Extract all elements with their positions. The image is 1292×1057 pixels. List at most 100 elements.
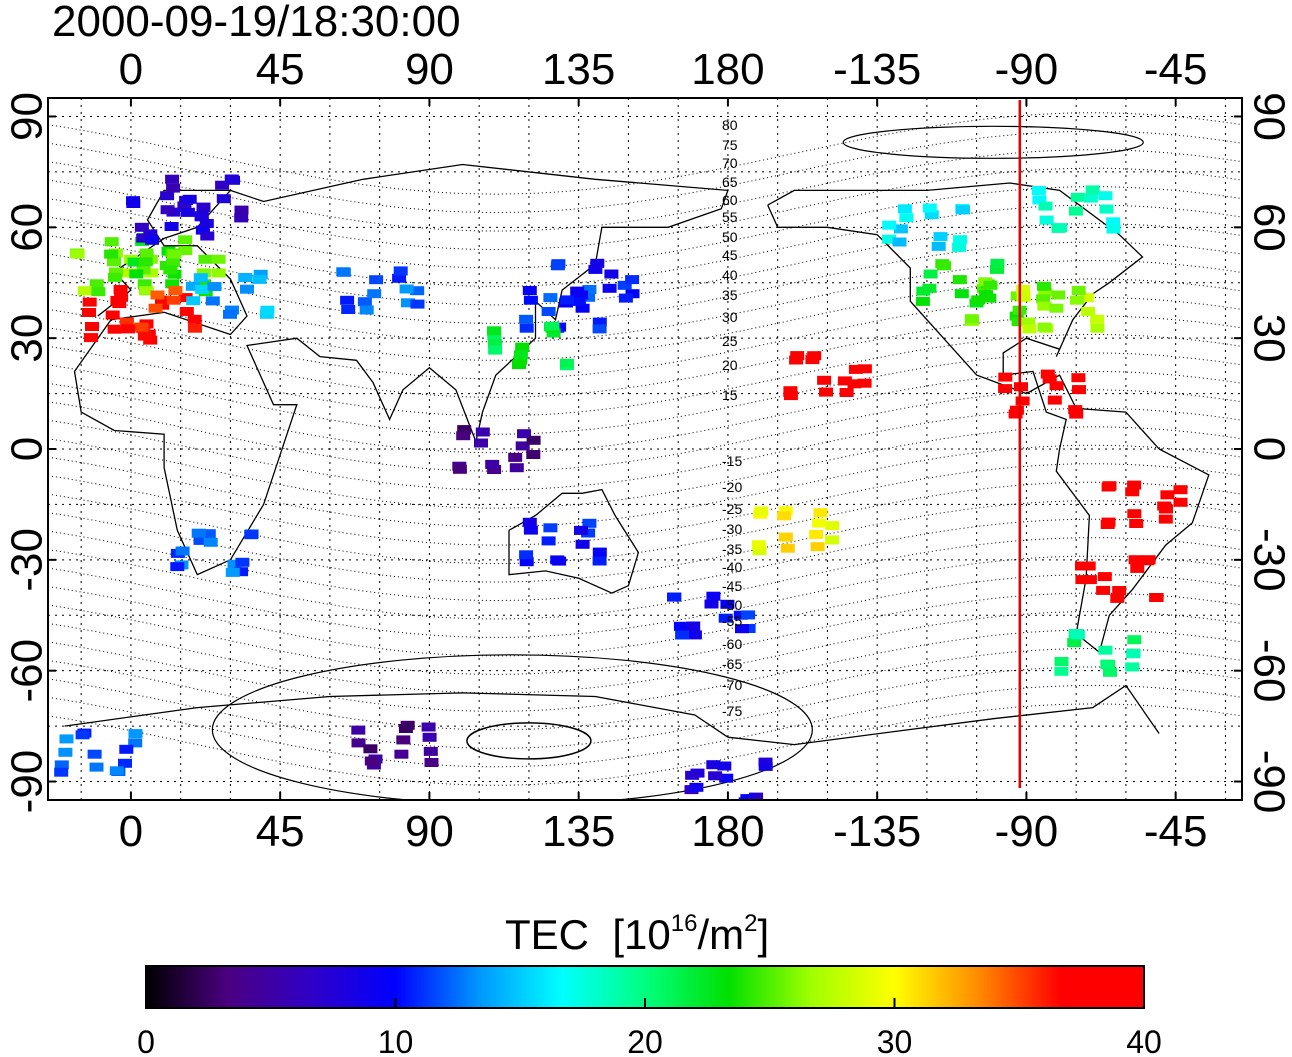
lat-tick-label-right: 30 (1244, 314, 1292, 363)
tec-cell (1090, 314, 1105, 324)
tec-cell (1036, 294, 1051, 304)
contour-label: -30 (722, 521, 742, 537)
tec-cell (179, 307, 194, 316)
tec-cell (741, 610, 756, 620)
tec-cell (813, 508, 828, 518)
tec-cell (137, 331, 152, 341)
map-title: 2000-09-19/18:30:00 (52, 0, 461, 46)
tec-cell (592, 317, 607, 327)
tec-cell (108, 272, 122, 282)
tec-cell (166, 183, 181, 193)
tec-cell (215, 180, 230, 190)
tec-cell (1068, 405, 1083, 415)
tec-cell (89, 762, 104, 772)
lon-tick-label-top: 0 (119, 45, 143, 94)
tec-cell (982, 293, 997, 303)
tec-cell (336, 267, 351, 277)
tec-cell (604, 269, 619, 279)
colorbar: 0 10 20 30 40 (137, 965, 1162, 1057)
lon-tick-label-top: 135 (542, 45, 615, 94)
tec-cell (351, 725, 366, 735)
tec-cell (363, 744, 378, 754)
tec-cell (817, 375, 832, 385)
tec-cell (137, 279, 152, 289)
tec-cell (139, 248, 154, 258)
tec-cell (708, 771, 723, 781)
tec-cell (922, 283, 937, 293)
tec-cell (523, 525, 538, 535)
tec-cell (673, 621, 688, 631)
tec-cell (523, 295, 538, 305)
tec-cell (667, 592, 681, 602)
tec-cell (857, 378, 872, 388)
lat-tick-label-right: -90 (1244, 750, 1292, 814)
tec-cell (164, 222, 179, 231)
tec-cell (541, 536, 556, 546)
tec-cell (1102, 481, 1117, 491)
tec-cell (421, 722, 436, 732)
tec-cell (165, 174, 180, 184)
contour-label: 45 (722, 247, 738, 263)
tec-cell (197, 279, 212, 289)
tec-cell (971, 295, 986, 305)
tec-cell (1038, 201, 1053, 211)
tec-cell (819, 387, 833, 397)
tec-cell (1070, 630, 1085, 640)
tec-cell (136, 265, 151, 275)
tec-cell (687, 630, 702, 640)
tec-cell (1129, 519, 1144, 528)
colorbar-tick-label: 10 (378, 1024, 414, 1057)
lon-tick-label-top: 180 (691, 45, 764, 94)
tec-cell (1173, 485, 1188, 495)
tec-cell (487, 331, 502, 341)
tec-cell (1158, 514, 1173, 524)
tec-cell (560, 295, 575, 305)
tec-cell (809, 530, 824, 539)
tec-cell (82, 308, 96, 317)
tec-cell (178, 235, 193, 245)
tec-cell (1053, 223, 1068, 233)
tec-cell (398, 724, 413, 733)
tec-cell (59, 734, 74, 744)
tec-cell (952, 275, 967, 285)
tec-cell (121, 324, 136, 334)
tec-cell (897, 204, 912, 214)
lon-tick-label-top: -45 (1144, 45, 1208, 94)
tec-cell (933, 232, 948, 242)
tec-cell (882, 234, 896, 244)
tec-cell (1125, 487, 1140, 497)
contour-label: 70 (722, 155, 738, 171)
tec-cell (751, 540, 766, 550)
lat-tick-label-left: 60 (3, 203, 52, 252)
lon-tick-label-bottom: 0 (119, 807, 143, 856)
tec-cell (1103, 667, 1117, 677)
tec-cell (1042, 374, 1057, 384)
tec-cell (485, 459, 500, 469)
tec-cell (191, 528, 206, 538)
tec-cell (107, 324, 122, 334)
north-pole-contour (842, 125, 1144, 159)
colorbar-unit-exponent2: 2 (744, 910, 758, 937)
tec-cell (89, 279, 104, 289)
tec-cell (893, 224, 908, 234)
tec-cell (134, 222, 149, 232)
tec-cell (805, 355, 820, 365)
tec-cell (990, 264, 1004, 274)
tec-cell (588, 264, 603, 274)
tec-cell (182, 194, 197, 204)
tec-cell (1070, 295, 1084, 305)
tec-cell (752, 546, 767, 556)
tec-cell (522, 286, 537, 295)
tec-cell (1127, 509, 1142, 519)
colorbar-tick-label: 40 (1126, 1024, 1162, 1057)
tec-cell (1128, 555, 1143, 565)
tec-cell (602, 283, 617, 293)
tec-cell (522, 517, 537, 527)
tec-cell (686, 621, 701, 631)
tec-cell (193, 535, 208, 545)
tec-cell (178, 246, 193, 256)
contour-label: 65 (722, 174, 738, 190)
south-pole-contour (211, 654, 813, 800)
tec-cell (1032, 195, 1047, 205)
